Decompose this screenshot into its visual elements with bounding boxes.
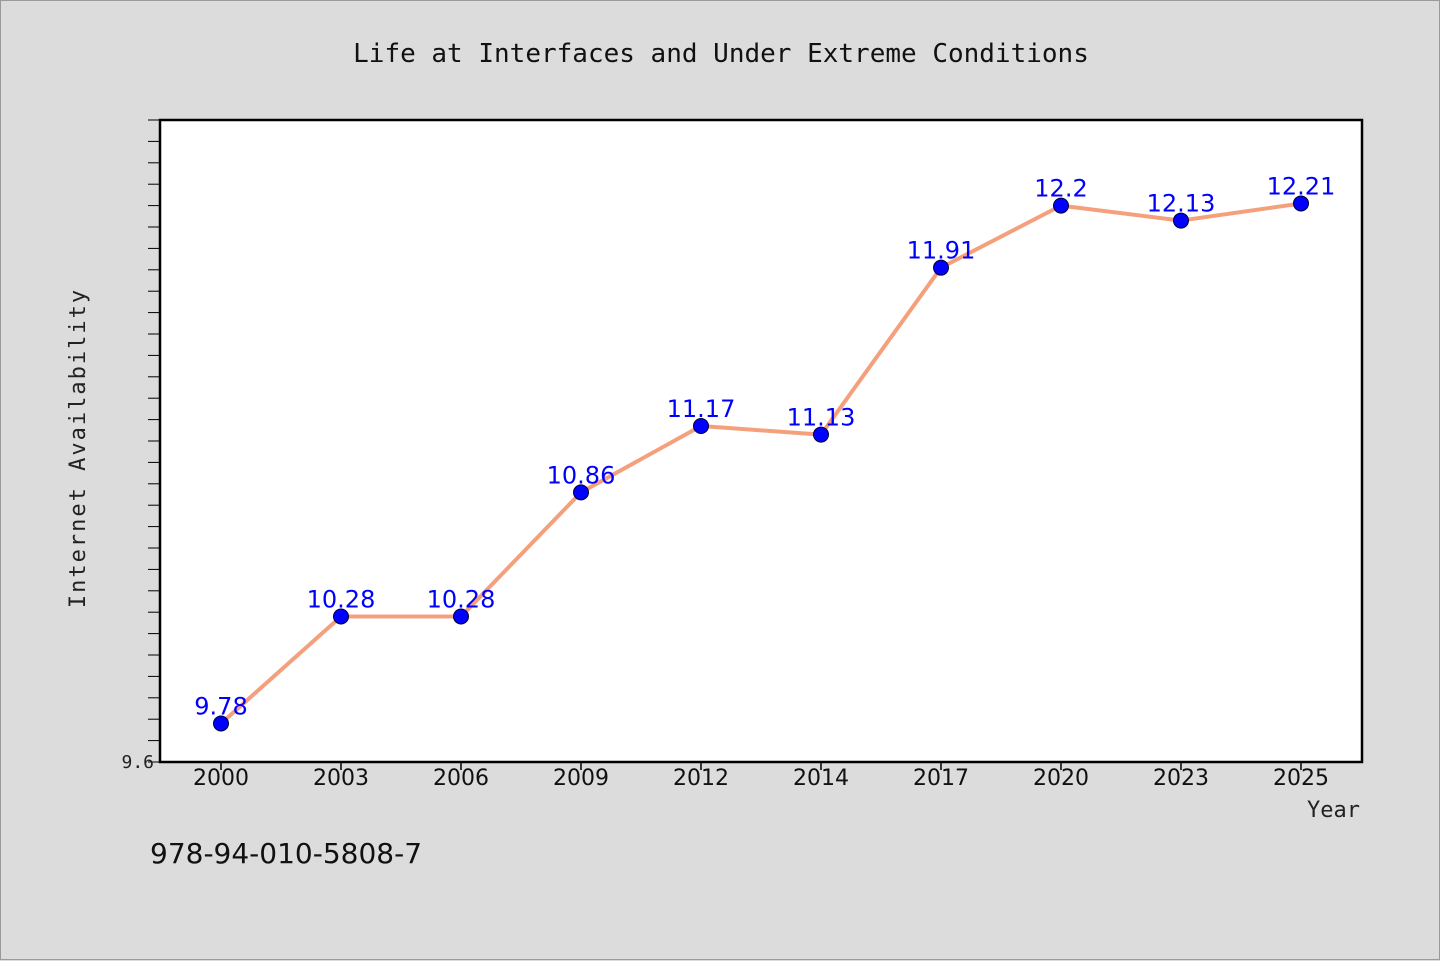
- x-tick-label: 2017: [913, 766, 969, 791]
- y-tick-label: 9.6: [121, 752, 154, 773]
- x-axis-ticks: 2000 2003 2006 2009 2012 2014 2017 2020 2023 2025: [193, 762, 1329, 791]
- data-point-marker: [573, 484, 589, 501]
- plot-area: [158, 118, 1364, 764]
- data-label-layer: 9.78 10.28 10.28 10.86 11.17 11.13 11.91 12.2 12…: [194, 172, 1335, 720]
- marker-layer: [213, 195, 1309, 732]
- data-label: 9.78: [194, 692, 247, 720]
- data-point-marker: [333, 608, 349, 625]
- x-axis-title: Year: [1307, 798, 1360, 823]
- data-label: 10.28: [307, 585, 376, 613]
- x-tick-label: 2012: [673, 766, 729, 791]
- data-point-marker: [693, 418, 709, 435]
- data-label: 10.28: [427, 585, 496, 613]
- x-tick-label: 2025: [1273, 766, 1329, 791]
- data-label: 12.13: [1147, 190, 1216, 218]
- series-line: [219, 201, 1303, 726]
- data-point-marker: [1293, 195, 1309, 212]
- data-point-marker: [933, 259, 949, 276]
- x-tick-label: 2020: [1033, 766, 1089, 791]
- data-point-marker: [453, 608, 469, 625]
- x-tick-label: 2009: [553, 766, 609, 791]
- data-point-marker: [213, 715, 229, 732]
- data-label: 12.2: [1034, 175, 1087, 203]
- data-point-marker: [813, 426, 829, 443]
- x-tick-label: 2000: [193, 766, 249, 791]
- x-tick-label: 2014: [793, 766, 849, 791]
- data-label: 11.13: [787, 404, 856, 432]
- y-axis-title: Internet Availability: [66, 288, 91, 608]
- x-tick-label: 2006: [433, 766, 489, 791]
- isbn-footer: 978-94-010-5808-7: [150, 837, 422, 870]
- series-line-layer: [219, 201, 1303, 726]
- data-label: 11.17: [667, 395, 736, 423]
- x-tick-label: 2023: [1153, 766, 1209, 791]
- data-label: 11.91: [907, 237, 976, 265]
- data-point-marker: [1053, 197, 1069, 214]
- data-label: 12.21: [1267, 172, 1336, 200]
- data-label: 10.86: [547, 461, 616, 489]
- data-point-marker: [1173, 212, 1189, 229]
- x-tick-label: 2003: [313, 766, 369, 791]
- y-axis-ticks: 9.6: [121, 119, 160, 773]
- chart-title: Life at Interfaces and Under Extreme Con…: [353, 39, 1089, 69]
